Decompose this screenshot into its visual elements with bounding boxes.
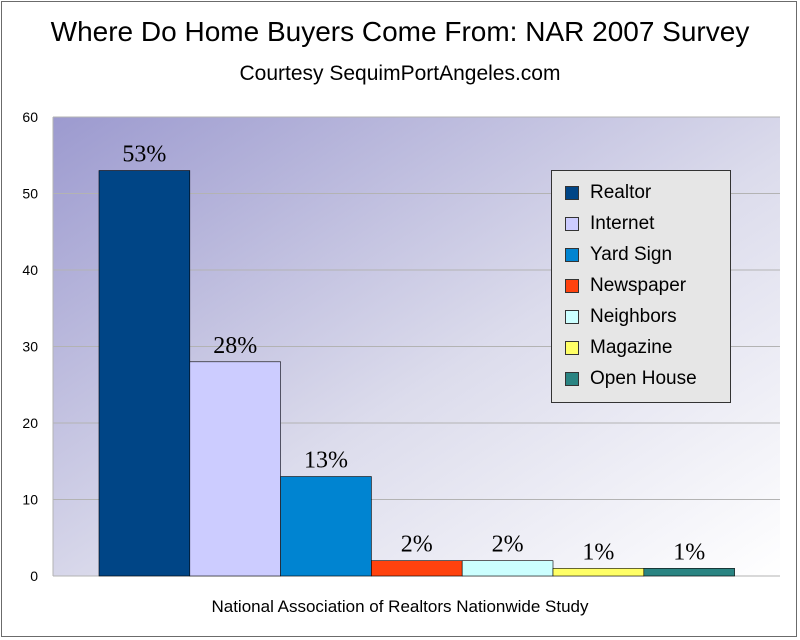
legend-item: Open House — [552, 363, 730, 394]
y-tick-label: 40 — [22, 262, 38, 278]
bar-realtor — [98, 170, 191, 577]
y-tick-label: 20 — [22, 415, 38, 431]
data-label: 1% — [582, 539, 614, 565]
y-tick-label: 30 — [22, 339, 38, 355]
legend-swatch — [565, 278, 579, 293]
legend-item: Magazine — [552, 332, 730, 363]
data-label: 1% — [673, 539, 705, 565]
y-tick-label: 50 — [22, 186, 38, 202]
chart-title: Where Do Home Buyers Come From: NAR 2007… — [50, 16, 750, 47]
y-axis: 0 10 20 30 40 50 60 — [22, 109, 54, 584]
legend-item: Internet — [552, 208, 730, 239]
y-tick-label: 10 — [22, 492, 38, 508]
legend-item: Yard Sign — [552, 239, 730, 270]
legend-swatch — [565, 309, 579, 324]
chart-subtitle: Courtesy SequimPortAngeles.com — [239, 62, 561, 85]
bar-newspaper — [371, 560, 463, 577]
bar-neighbors — [461, 560, 554, 577]
legend-item: Neighbors — [552, 301, 730, 332]
legend-swatch — [565, 340, 579, 355]
legend-label: Newspaper — [590, 274, 687, 296]
legend: Realtor Internet Yard Sign Newspaper Neighbo… — [551, 170, 731, 403]
bars — [98, 170, 735, 577]
bar-magazine — [552, 568, 645, 577]
data-label: 13% — [304, 448, 348, 474]
data-label: 2% — [401, 532, 433, 558]
data-label: 53% — [122, 142, 166, 168]
data-label: 2% — [492, 532, 524, 558]
legend-swatch — [565, 371, 579, 386]
legend-swatch — [565, 185, 579, 200]
bar-yard-sign — [280, 476, 372, 577]
legend-swatch — [565, 216, 579, 231]
bar-open-house — [643, 568, 735, 577]
y-tick-label: 0 — [30, 568, 38, 584]
data-labels: 53% 28% 13% 2% 2% 1% 1% — [122, 142, 705, 566]
legend-label: Neighbors — [590, 305, 677, 327]
legend-label: Internet — [590, 212, 655, 234]
legend-swatch — [565, 247, 579, 262]
legend-item: Newspaper — [552, 270, 730, 301]
bar-internet — [189, 361, 281, 577]
x-axis-label: National Association of Realtors Nationw… — [211, 597, 589, 616]
legend-label: Open House — [590, 367, 697, 389]
legend-label: Yard Sign — [590, 243, 673, 265]
y-tick-label: 60 — [22, 109, 38, 125]
legend-label: Realtor — [590, 181, 652, 203]
legend-label: Magazine — [590, 336, 673, 358]
data-label: 28% — [213, 333, 257, 359]
legend-item: Realtor — [552, 177, 730, 208]
